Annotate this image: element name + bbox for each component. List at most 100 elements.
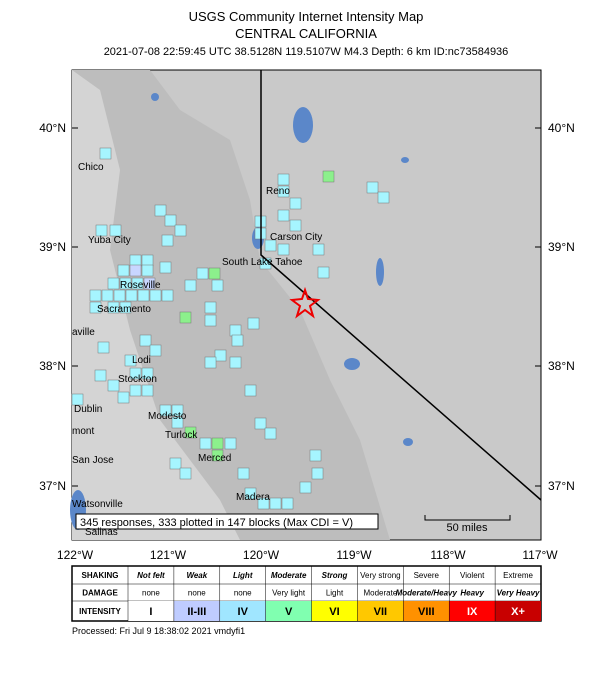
block: [141, 367, 154, 380]
block: [143, 277, 156, 290]
block: [129, 264, 142, 277]
block: [117, 391, 130, 404]
legend-cell: I: [149, 606, 152, 618]
block: [377, 191, 390, 204]
block: [119, 301, 132, 314]
block: [125, 289, 138, 302]
block: [312, 243, 325, 256]
block: [269, 497, 282, 510]
block: [137, 289, 150, 302]
legend-cell: Light: [326, 589, 344, 598]
block: [107, 277, 120, 290]
block: [169, 457, 182, 470]
block: [264, 239, 277, 252]
lat-label: 38°N: [548, 359, 575, 373]
block: [277, 173, 290, 186]
block: [244, 487, 257, 500]
legend-cell: none: [234, 589, 252, 598]
block: [149, 289, 162, 302]
legend-row-label: SHAKING: [82, 571, 119, 580]
legend-cell: Strong: [322, 571, 348, 580]
block: [71, 393, 84, 406]
lat-label: 40°N: [548, 121, 575, 135]
block: [289, 197, 302, 210]
block: [257, 497, 270, 510]
place-label: Turlock: [165, 430, 198, 441]
block: [184, 426, 197, 439]
place-label: Roseville: [120, 280, 161, 291]
block: [179, 467, 192, 480]
valley: [72, 70, 240, 540]
lon-label: 121°W: [150, 548, 187, 562]
block: [204, 356, 217, 369]
state-border: [260, 70, 542, 501]
place-label: Merced: [198, 453, 231, 464]
legend-cell: Not felt: [137, 571, 165, 580]
intensity-cell: [357, 601, 404, 621]
block: [204, 314, 217, 327]
block: [119, 277, 132, 290]
block: [159, 261, 172, 274]
place-label: Stockton: [118, 374, 157, 385]
legend-cell: Moderate: [363, 589, 397, 598]
legend-cell: IX: [467, 606, 478, 618]
block: [107, 379, 120, 392]
block: [161, 234, 174, 247]
block: [366, 181, 379, 194]
legend-cell: Extreme: [503, 571, 533, 580]
legend-row-label: INTENSITY: [79, 607, 121, 616]
block: [95, 224, 108, 237]
legend-cell: none: [188, 589, 206, 598]
block: [131, 277, 144, 290]
block: [299, 481, 312, 494]
intensity-cell: [173, 601, 220, 621]
block: [149, 344, 162, 357]
block: [141, 254, 154, 267]
legend-cell: Weak: [186, 571, 207, 580]
legend-cell: Severe: [414, 571, 440, 580]
legend-cell: VII: [374, 606, 387, 618]
block: [247, 317, 260, 330]
lat-label: 39°N: [548, 240, 575, 254]
place-label: Lodi: [132, 355, 151, 366]
place-label: Madera: [236, 492, 270, 503]
block: [244, 384, 257, 397]
block: [113, 289, 126, 302]
block: [208, 267, 221, 280]
block: [254, 417, 267, 430]
block: [129, 384, 142, 397]
scale-label: 50 miles: [447, 522, 488, 534]
place-label: Salinas: [85, 527, 118, 538]
block: [97, 341, 110, 354]
block: [171, 416, 184, 429]
legend-cell: V: [285, 606, 293, 618]
place-label: Reno: [266, 186, 290, 197]
legend-row-label: DAMAGE: [82, 589, 118, 598]
legend-cell: none: [142, 589, 160, 598]
intensity-cell: [495, 601, 541, 621]
legend-cell: IV: [238, 606, 249, 618]
block: [141, 264, 154, 277]
block: [309, 449, 322, 462]
block: [129, 367, 142, 380]
block: [154, 204, 167, 217]
block: [174, 224, 187, 237]
lakes: [70, 93, 413, 530]
lat-label: 37°N: [548, 479, 575, 493]
intensity-cell: [219, 601, 266, 621]
block: [196, 267, 209, 280]
block: [204, 301, 217, 314]
legend-cell: II-III: [187, 606, 206, 618]
legend-cell: X+: [511, 606, 525, 618]
block: [229, 324, 242, 337]
lon-label: 118°W: [430, 548, 466, 562]
legend-cell: Light: [233, 571, 253, 580]
place-label: Watsonville: [72, 499, 123, 510]
place-label: mont: [72, 426, 94, 437]
place-label: Carson City: [270, 232, 322, 243]
legend-cell: Very Heavy: [497, 589, 540, 598]
legend-cell: Moderate/Heavy: [396, 589, 458, 598]
lon-label: 119°W: [336, 548, 372, 562]
block: [211, 279, 224, 292]
